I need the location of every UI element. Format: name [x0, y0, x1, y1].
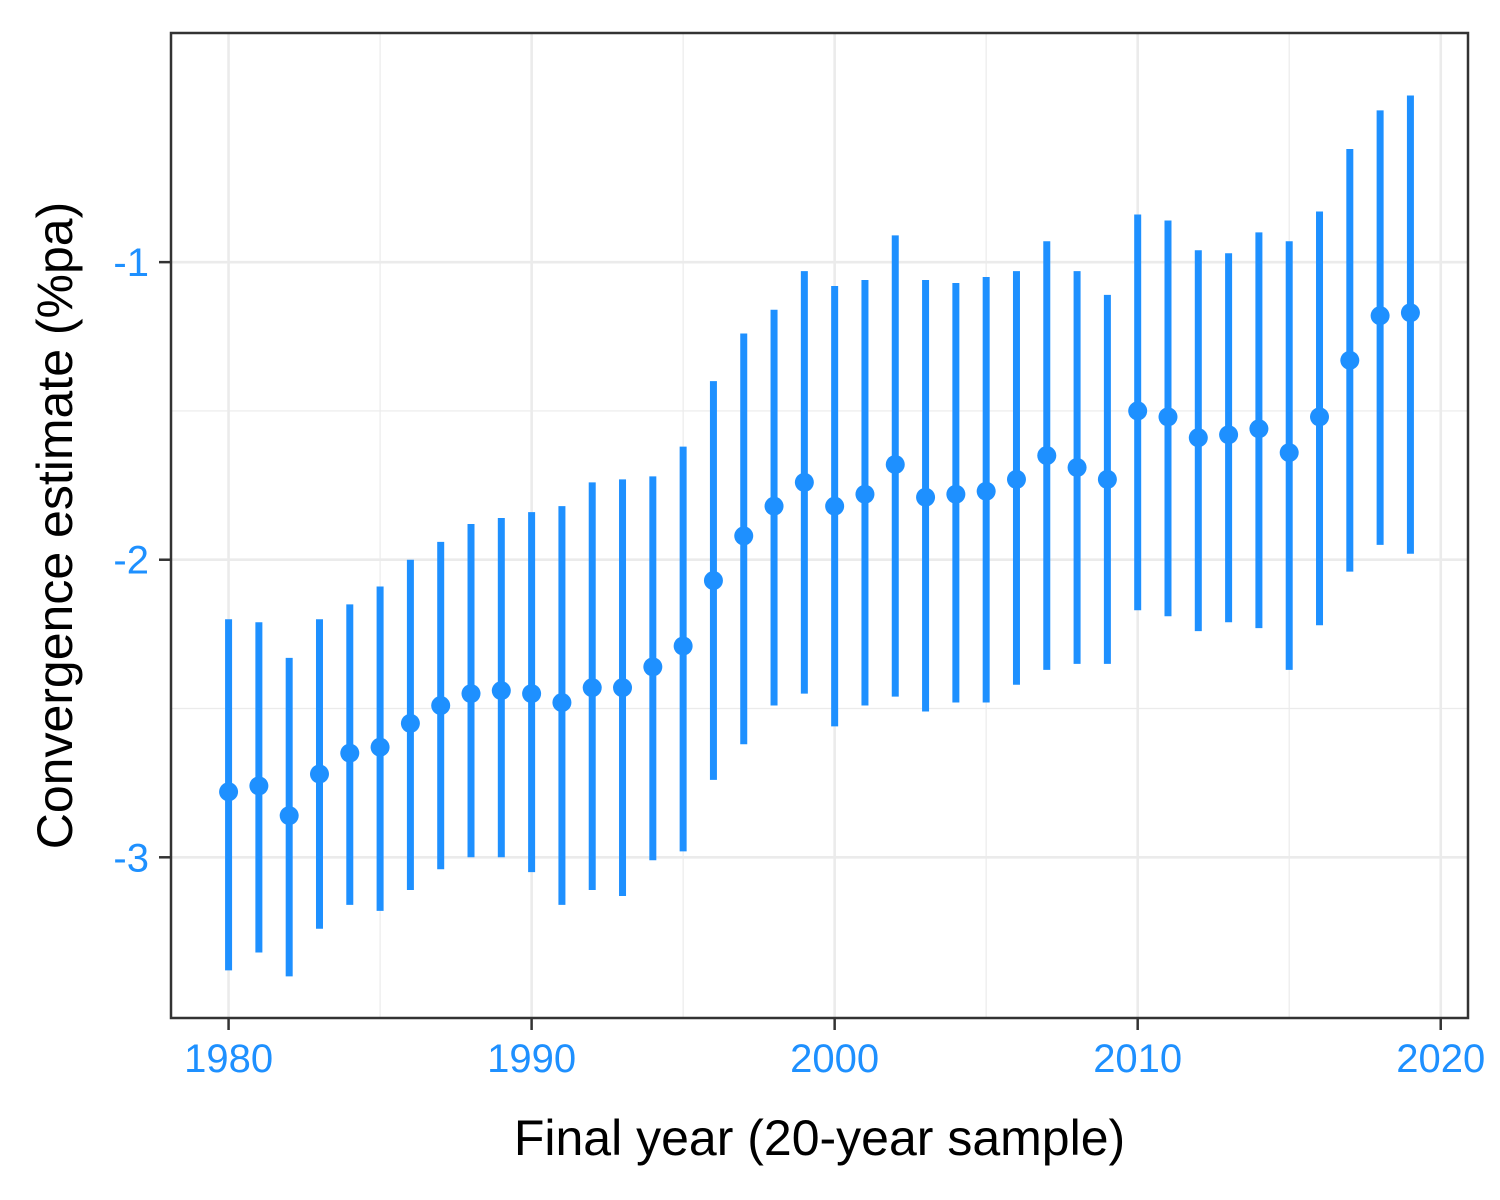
data-point: [1249, 419, 1269, 439]
axes: 1980 1990 2000 2010 2020 -1 -2 -3: [113, 241, 1485, 1081]
data-point: [703, 571, 723, 591]
y-tick-label: -1: [113, 241, 149, 285]
data-point: [855, 484, 875, 504]
data-point: [431, 696, 451, 716]
data-point: [461, 684, 481, 704]
data-point: [673, 636, 693, 656]
data-point: [825, 496, 845, 516]
data-point: [1188, 428, 1208, 448]
x-tick-label: 2010: [1093, 1037, 1182, 1081]
data-point: [613, 678, 633, 698]
data-point: [916, 487, 936, 507]
y-axis-title: Convergence estimate (%pa): [27, 202, 83, 850]
x-tick-label: 1990: [487, 1037, 576, 1081]
x-tick-label: 2000: [790, 1037, 879, 1081]
data-point: [794, 472, 814, 492]
data-point: [1006, 469, 1026, 489]
x-tick-label: 2020: [1396, 1037, 1485, 1081]
data-point: [1158, 407, 1178, 427]
x-tick-label: 1980: [184, 1037, 273, 1081]
data-point: [491, 681, 511, 701]
data-point: [582, 678, 602, 698]
data-point: [1067, 457, 1087, 477]
data-marks: [219, 95, 1420, 977]
data-point: [552, 693, 572, 713]
data-point: [340, 743, 360, 763]
data-point: [1340, 350, 1360, 370]
data-point: [1219, 425, 1239, 445]
data-point: [1310, 407, 1330, 427]
data-point: [734, 526, 754, 546]
data-point: [249, 776, 269, 796]
data-point: [1400, 303, 1420, 323]
data-point: [309, 764, 329, 784]
data-point: [219, 782, 239, 802]
y-tick-label: -2: [113, 539, 149, 583]
data-point: [976, 481, 996, 501]
data-point: [279, 806, 299, 826]
data-point: [1370, 306, 1390, 326]
panel-border: [169, 31, 1470, 1020]
data-point: [764, 496, 784, 516]
data-point: [522, 684, 542, 704]
data-point: [885, 454, 905, 474]
y-tick-label: -3: [113, 836, 149, 880]
data-point: [1097, 469, 1117, 489]
data-point: [400, 713, 420, 733]
x-axis-title: Final year (20-year sample): [514, 1110, 1125, 1166]
data-point: [643, 657, 663, 677]
data-point: [370, 737, 390, 757]
data-point: [946, 484, 966, 504]
data-point: [1037, 446, 1057, 466]
data-point: [1128, 401, 1148, 421]
data-point: [1279, 443, 1299, 463]
